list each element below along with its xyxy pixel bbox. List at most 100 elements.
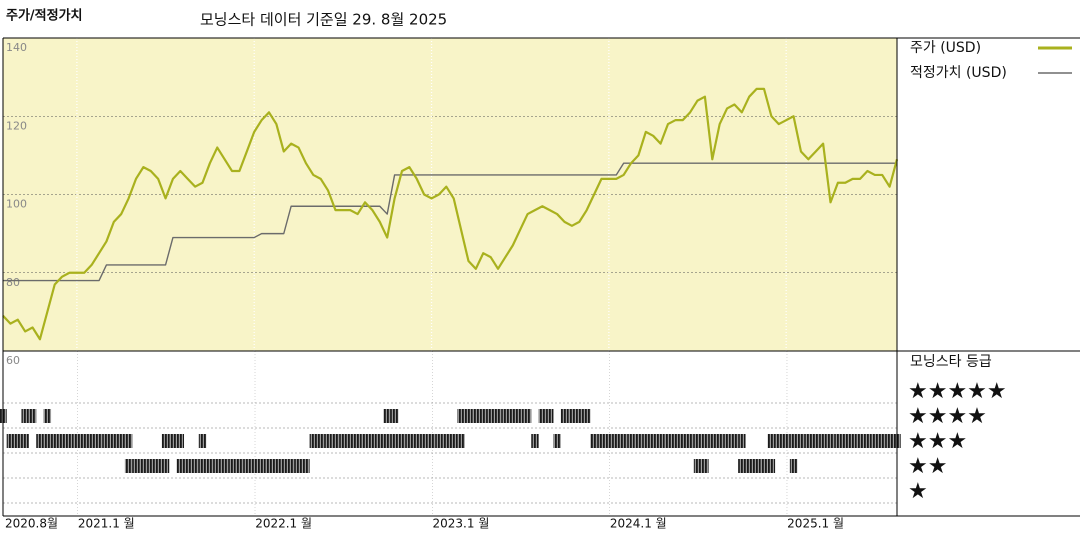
rating-bar xyxy=(139,459,148,473)
rating-bar xyxy=(494,409,502,423)
rating-level-label: ★ xyxy=(908,479,928,504)
rating-bar xyxy=(376,434,384,448)
rating-bar xyxy=(804,434,813,448)
rating-bar xyxy=(486,409,495,423)
series-line xyxy=(2,87,899,341)
rating-bar xyxy=(427,434,436,448)
rating-bar xyxy=(161,459,170,473)
rating-bar xyxy=(43,409,52,423)
rating-bar xyxy=(752,459,761,473)
rating-bar xyxy=(715,434,724,448)
rating-bar xyxy=(265,459,273,473)
rating-bar xyxy=(723,434,731,448)
rating-bar xyxy=(457,409,465,423)
rating-bar xyxy=(878,434,886,448)
rating-bar xyxy=(708,434,716,448)
rating-bar xyxy=(390,434,399,448)
rating-level-label: ★★★ xyxy=(908,429,967,454)
rating-bar xyxy=(176,459,185,473)
rating-bar xyxy=(65,434,74,448)
rating-level-label: ★★★★ xyxy=(908,404,987,429)
rating-bar xyxy=(353,434,362,448)
rating-bar xyxy=(390,409,399,423)
rating-bar xyxy=(871,434,879,448)
rating-bar xyxy=(405,434,414,448)
rating-bar xyxy=(383,434,391,448)
legend-label: 적정가치 (USD) xyxy=(910,65,1007,81)
rating-bar xyxy=(228,459,236,473)
rating-bar xyxy=(848,434,857,448)
rating-bar xyxy=(546,409,554,423)
rating-bar xyxy=(656,434,665,448)
rating-bar xyxy=(413,434,421,448)
rating-bar xyxy=(789,459,798,473)
rating-level-label: ★★★★★ xyxy=(908,379,1007,404)
rating-bar xyxy=(36,434,44,448)
rating-bar xyxy=(782,434,790,448)
rating-bar xyxy=(87,434,96,448)
x-tick-label: 2024.1 월 xyxy=(610,517,667,531)
rating-bar xyxy=(272,459,281,473)
rating-bar xyxy=(826,434,835,448)
rating-bar xyxy=(479,409,487,423)
rating-bar xyxy=(28,409,37,423)
rating-bar xyxy=(812,434,820,448)
rating-bar xyxy=(856,434,864,448)
y-tick-label: 100 xyxy=(6,198,27,211)
rating-bar xyxy=(568,409,576,423)
chart-subtitle: 모닝스타 데이터 기준일 29. 8월 2025 xyxy=(200,11,447,29)
rating-bar xyxy=(317,434,325,448)
rating-bar xyxy=(361,434,369,448)
rating-bar xyxy=(124,434,133,448)
rating-bar xyxy=(693,434,702,448)
rating-bar xyxy=(51,434,59,448)
rating-bar xyxy=(206,459,214,473)
rating-bar xyxy=(605,434,613,448)
rating-bar xyxy=(302,459,310,473)
rating-bar xyxy=(102,434,111,448)
rating-bar xyxy=(198,434,207,448)
rating-bar xyxy=(767,434,776,448)
rating-bar xyxy=(885,434,894,448)
rating-bar xyxy=(841,434,849,448)
rating-bar xyxy=(834,434,842,448)
rating-bar xyxy=(649,434,657,448)
rating-title: 모닝스타 등급 xyxy=(910,354,992,370)
rating-bar xyxy=(324,434,332,448)
rating-bar xyxy=(398,434,406,448)
rating-bar xyxy=(450,434,458,448)
rating-bar xyxy=(516,409,524,423)
rating-bar xyxy=(819,434,827,448)
legend-label: 주가 (USD) xyxy=(910,40,981,56)
rating-bar xyxy=(464,409,473,423)
rating-bar xyxy=(198,459,207,473)
rating-bar xyxy=(538,409,547,423)
rating-bar xyxy=(863,434,872,448)
rating-bar xyxy=(250,459,258,473)
y-tick-label: 60 xyxy=(6,354,20,367)
rating-bar xyxy=(523,409,532,423)
rating-bar xyxy=(582,409,591,423)
rating-bar xyxy=(597,434,606,448)
rating-bar xyxy=(679,434,687,448)
rating-bar xyxy=(191,459,199,473)
rating-bar xyxy=(531,434,539,448)
rating-bar xyxy=(686,434,694,448)
rating-bar xyxy=(243,459,251,473)
x-tick-label: 2023.1 월 xyxy=(433,517,490,531)
rating-bar xyxy=(738,434,746,448)
y-tick-label: 140 xyxy=(6,41,27,54)
rating-bar xyxy=(420,434,428,448)
rating-bar xyxy=(132,459,140,473)
rating-bar xyxy=(435,434,443,448)
rating-bar xyxy=(634,434,643,448)
rating-bar xyxy=(346,434,354,448)
rating-bar xyxy=(43,434,52,448)
rating-level-label: ★★ xyxy=(908,454,947,479)
rating-bar xyxy=(789,434,798,448)
rating-bar xyxy=(383,409,391,423)
series-line xyxy=(3,162,897,282)
rating-bar xyxy=(553,434,561,448)
rating-bar xyxy=(169,434,177,448)
